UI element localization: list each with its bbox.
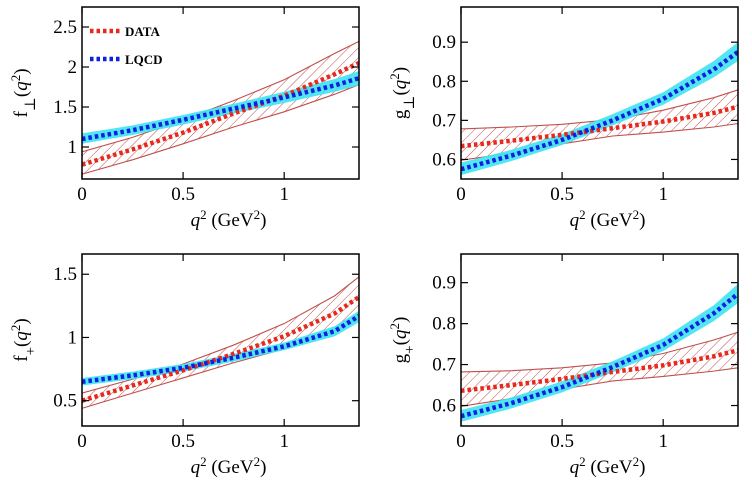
x-axis-label: q2 (GeV2): [191, 207, 267, 232]
x-axis-label: q2 (GeV2): [570, 207, 646, 232]
y-axis-label: g⊥(q2): [387, 67, 419, 119]
line-data: [82, 60, 359, 167]
y-tick-label: 1: [68, 327, 78, 348]
y-tick-label: 0.5: [53, 391, 77, 412]
band-lqcd: [82, 71, 359, 144]
axes-frame: [81, 6, 360, 180]
y-tick-label: 0.7: [432, 110, 456, 131]
y-tick-label: 0.9: [432, 273, 456, 294]
x-tick-label: 0.5: [550, 184, 574, 205]
x-tick-label: 1: [279, 431, 289, 452]
y-axis-label: f+(q2): [8, 318, 40, 361]
y-axis-label: g+(q2): [387, 317, 419, 364]
y-tick-label: 1.5: [53, 97, 77, 118]
y-axis-label: f⊥(q2): [8, 68, 40, 117]
y-tick-label: 0.7: [432, 355, 456, 376]
y-tick-label: 0.8: [432, 314, 456, 335]
axes-frame: [460, 253, 739, 427]
x-tick-label: 1: [279, 184, 289, 205]
x-tick-label: 0.5: [550, 431, 574, 452]
x-axis-label: q2 (GeV2): [570, 454, 646, 479]
line-lqcd: [461, 291, 738, 419]
axes-frame: [81, 253, 360, 427]
plot-area: [461, 42, 738, 176]
y-tick-label: 0.6: [432, 149, 456, 170]
legend-label-lqcd: LQCD: [125, 52, 163, 67]
y-tick-label: 2: [68, 57, 78, 78]
plot-area: [82, 276, 359, 409]
axes-frame: [460, 6, 739, 180]
y-tick-label: 0.6: [432, 396, 456, 417]
x-tick-label: 0: [456, 431, 466, 452]
legend-label-data: DATA: [125, 24, 161, 39]
x-tick-label: 0: [77, 184, 87, 205]
x-tick-label: 0: [77, 431, 87, 452]
y-tick-label: 0.8: [432, 71, 456, 92]
panel-2: 0 0.5 1 0.6 0.7 0.8 0.9 q2 (GeV2) g⊥(q2): [387, 6, 739, 232]
plot-area: [82, 40, 359, 175]
panel-3: 0 0.5 10.511.5q2 (GeV2)f+(q2): [8, 253, 360, 479]
x-tick-label: 1: [658, 184, 668, 205]
y-tick-label: 0.9: [432, 32, 456, 53]
x-tick-label: 1: [658, 431, 668, 452]
x-tick-label: 0.5: [171, 431, 195, 452]
band-data: [82, 276, 359, 409]
panel-1: 0 0.5 1 1 1.5 2 2.5 q2 (GeV2) f⊥(q2) DATA LQCD: [8, 6, 360, 232]
plot-area: [461, 283, 738, 422]
x-tick-label: 0: [456, 184, 466, 205]
y-tick-label: 2.5: [53, 17, 77, 38]
line-lqcd: [461, 50, 738, 172]
y-tick-label: 1.5: [53, 264, 77, 285]
line-data: [82, 295, 359, 403]
line-data: [461, 104, 738, 149]
y-tick-label: 1: [68, 137, 78, 158]
x-axis-label: q2 (GeV2): [191, 454, 267, 479]
panel-4: 0 0.5 1 0.6 0.7 0.8 0.9 q2 (GeV2) g+(q2): [387, 253, 739, 479]
line-data: [461, 348, 738, 394]
x-tick-label: 0.5: [171, 184, 195, 205]
